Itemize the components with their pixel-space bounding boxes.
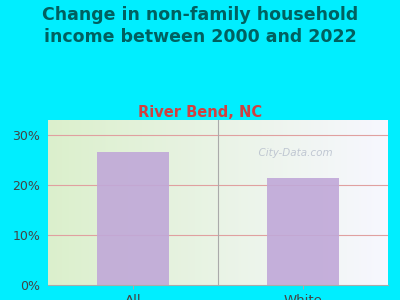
Text: Change in non-family household
income between 2000 and 2022: Change in non-family household income be… — [42, 6, 358, 46]
Bar — [267, 178, 339, 285]
Bar — [97, 152, 169, 285]
Text: River Bend, NC: River Bend, NC — [138, 105, 262, 120]
Text: City-Data.com: City-Data.com — [252, 148, 333, 158]
